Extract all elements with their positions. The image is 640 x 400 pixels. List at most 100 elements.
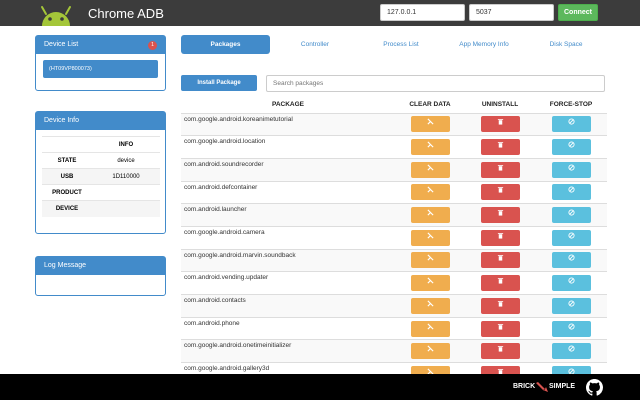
broom-icon — [426, 368, 434, 377]
package-name: com.android.phone — [181, 316, 395, 340]
force-stop-cell — [535, 339, 607, 363]
package-name: com.android.soundrecorder — [181, 157, 395, 182]
info-key: DEVICE — [42, 200, 92, 217]
trash-icon — [497, 119, 504, 127]
info-row: USB 1D110000 — [42, 168, 160, 185]
ban-icon — [567, 322, 575, 332]
uninstall-button[interactable] — [480, 184, 520, 201]
ban-icon — [567, 141, 575, 150]
packages-table-body: com.google.android.koreanimetutorial com.… — [181, 112, 607, 386]
uninstall-button[interactable] — [480, 252, 520, 269]
table-row: com.android.contacts — [181, 294, 607, 318]
info-row: PRODUCT — [42, 184, 160, 201]
clear-data-button[interactable] — [410, 320, 450, 337]
force-stop-button[interactable] — [551, 184, 591, 201]
clear-data-button[interactable] — [410, 116, 450, 133]
force-stop-button[interactable] — [551, 207, 591, 224]
force-stop-button[interactable] — [551, 161, 591, 178]
info-row: DEVICE — [42, 200, 160, 217]
force-stop-button[interactable] — [551, 275, 591, 292]
tab-controller[interactable]: Controller — [300, 41, 330, 48]
uninstall-button[interactable] — [480, 320, 520, 337]
broom-icon — [426, 118, 434, 127]
info-key: USB — [42, 168, 92, 185]
force-stop-button[interactable] — [551, 116, 591, 133]
clear-data-button[interactable] — [410, 252, 450, 269]
uninstall-button[interactable] — [480, 343, 520, 360]
device-info-table: INFO STATE device USB 1D110000 PRODUCT D… — [42, 136, 160, 217]
table-row: com.android.defcontainer — [181, 180, 607, 204]
package-name: com.android.vending.updater — [181, 271, 395, 295]
github-icon[interactable] — [586, 379, 603, 396]
clear-data-button[interactable] — [410, 161, 450, 178]
force-stop-button[interactable] — [551, 139, 591, 156]
clear-data-button[interactable] — [410, 207, 450, 224]
uninstall-button[interactable] — [480, 297, 520, 314]
clear-data-button[interactable] — [410, 229, 450, 246]
port-input[interactable] — [469, 4, 554, 21]
search-packages-input[interactable] — [266, 75, 605, 92]
table-row: com.android.phone — [181, 316, 607, 340]
package-name: com.android.defcontainer — [181, 180, 395, 204]
column-header-package: PACKAGE — [181, 97, 395, 114]
tab-process-list[interactable]: Process List — [383, 41, 419, 48]
android-logo-icon — [41, 6, 71, 26]
column-header-clear-data: CLEAR DATA — [395, 97, 465, 114]
info-value — [92, 184, 160, 201]
ban-icon — [567, 345, 575, 354]
clear-data-button[interactable] — [410, 343, 450, 360]
force-stop-button[interactable] — [551, 320, 591, 337]
force-stop-cell — [535, 294, 607, 318]
ban-icon — [567, 254, 575, 263]
package-name: com.google.android.koreanimetutorial — [181, 112, 395, 136]
tab-app-memory-info[interactable]: App Memory Info — [459, 41, 509, 48]
uninstall-cell — [465, 339, 535, 363]
packages-header-row: PACKAGE CLEAR DATA UNINSTALL FORCE-STOP — [181, 97, 607, 114]
uninstall-button[interactable] — [480, 229, 520, 246]
info-key: STATE — [42, 152, 92, 169]
uninstall-button[interactable] — [480, 275, 520, 292]
uninstall-button[interactable] — [480, 207, 520, 224]
force-stop-button[interactable] — [551, 297, 591, 314]
clear-data-button[interactable] — [410, 297, 450, 314]
install-package-button[interactable]: Install Package — [181, 75, 257, 91]
force-stop-button[interactable] — [551, 343, 591, 360]
ban-icon — [567, 186, 575, 195]
force-stop-cell — [535, 180, 607, 204]
uninstall-button[interactable] — [480, 116, 520, 133]
trash-icon — [497, 369, 504, 377]
force-stop-button[interactable] — [551, 229, 591, 246]
tab-disk-space[interactable]: Disk Space — [549, 41, 583, 48]
info-header-row: INFO — [42, 136, 160, 153]
host-input[interactable] — [380, 4, 465, 21]
uninstall-cell — [465, 225, 535, 250]
uninstall-cell — [465, 248, 535, 272]
uninstall-button[interactable] — [480, 139, 520, 156]
column-header-force-stop: FORCE-STOP — [535, 97, 607, 114]
clear-data-button[interactable] — [410, 275, 450, 292]
connect-button[interactable]: Connect — [558, 4, 598, 21]
clear-data-cell — [395, 294, 465, 318]
uninstall-button[interactable] — [480, 161, 520, 178]
trash-icon — [497, 300, 504, 309]
tab-packages[interactable]: Packages — [181, 35, 270, 54]
uninstall-cell — [465, 271, 535, 295]
trash-icon — [497, 323, 504, 332]
table-row: com.android.vending.updater — [181, 271, 607, 295]
broom-icon — [426, 164, 434, 173]
clear-data-cell — [395, 203, 465, 227]
device-list-panel: Device List 1 (HT09VP800073) — [35, 35, 166, 91]
clear-data-button[interactable] — [410, 139, 450, 156]
table-row: com.google.android.camera — [181, 225, 607, 250]
trash-icon — [497, 210, 504, 218]
device-item[interactable]: (HT09VP800073) — [43, 60, 158, 78]
trash-icon — [497, 187, 504, 195]
broom-icon — [426, 322, 434, 332]
package-name: com.android.launcher — [181, 203, 395, 227]
force-stop-cell — [535, 157, 607, 182]
clear-data-button[interactable] — [410, 184, 450, 201]
clear-data-cell — [395, 316, 465, 340]
footer-bar: BRICK SIMPLE — [0, 374, 640, 400]
brand-arrow-icon — [536, 382, 548, 392]
force-stop-button[interactable] — [551, 252, 591, 269]
